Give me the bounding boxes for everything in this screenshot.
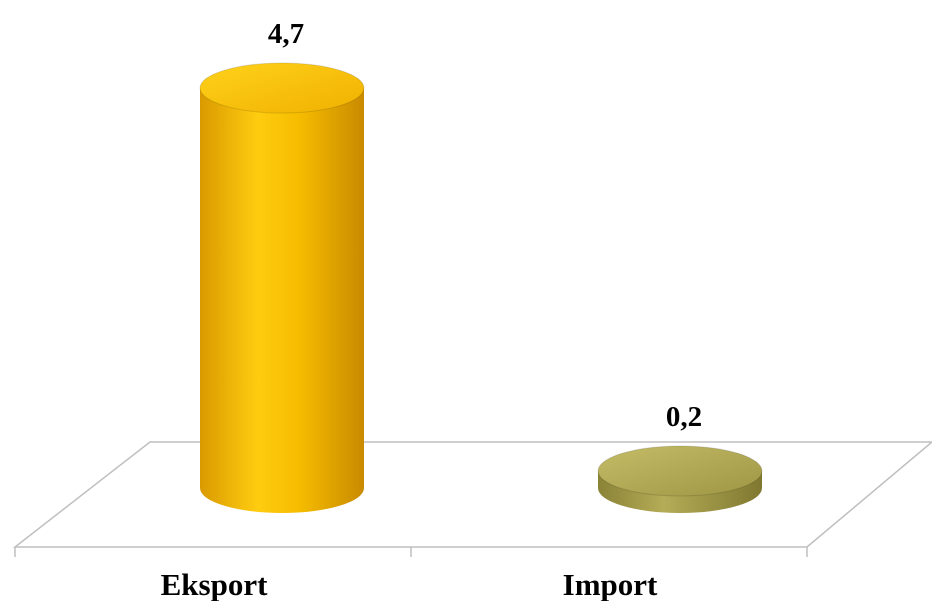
bar-import [597, 445, 763, 513]
bar-top [199, 62, 365, 114]
data-label-import: 0,2 [666, 401, 702, 433]
bar-body [200, 88, 364, 513]
bar-eksport [199, 62, 365, 513]
chart-floor [12, 441, 932, 548]
category-label-import: Import [563, 567, 658, 601]
data-label-eksport: 4,7 [268, 18, 304, 50]
category-label-eksport: Eksport [161, 567, 268, 601]
bar-top [597, 445, 763, 497]
